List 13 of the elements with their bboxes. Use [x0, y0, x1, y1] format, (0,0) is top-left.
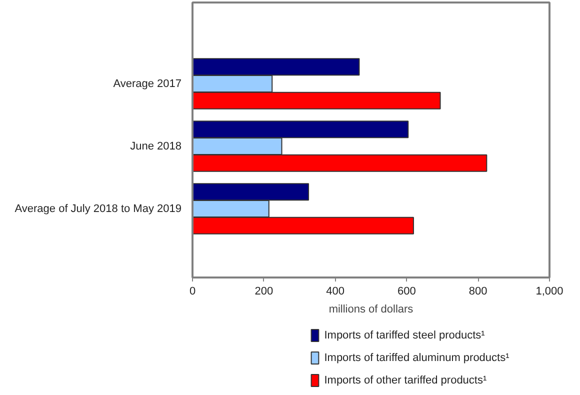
x-axis-title: millions of dollars: [328, 304, 414, 316]
x-tick-label: 800: [468, 286, 488, 298]
y-tick-label: Average 2017: [113, 78, 182, 90]
y-tick-label: Average of July 2018 to May 2019: [14, 202, 182, 215]
x-tick-label: 400: [326, 286, 344, 298]
legend-label: Imports of other tariffed products¹: [324, 374, 487, 386]
legend-label: Imports of tariffed steel products¹: [324, 330, 486, 342]
x-tick-label: 600: [398, 286, 416, 298]
x-tick-label: 1,000: [536, 286, 564, 298]
y-tick-label: June 2018: [130, 140, 182, 152]
x-tick-label: 200: [254, 286, 274, 298]
x-tick-label: 0: [189, 286, 196, 298]
legend-label: Imports of tariffed aluminum products¹: [324, 352, 510, 364]
